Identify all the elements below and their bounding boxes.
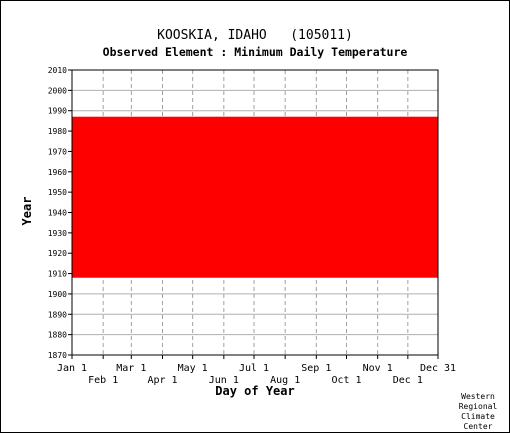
x-axis-label: Day of Year bbox=[215, 384, 294, 398]
y-tick-label: 1920 bbox=[48, 249, 67, 258]
y-tick-label: 1900 bbox=[48, 290, 67, 299]
credit-line: Regional bbox=[459, 402, 498, 411]
x-tick-label: Jun 1 bbox=[209, 375, 239, 386]
y-tick-label: 1890 bbox=[48, 310, 67, 319]
plot-area: 1870 1880 1890 1900 1910 1920 1930 1940 1950 1960… bbox=[48, 66, 456, 386]
data-region bbox=[72, 116, 438, 278]
y-tick-label: 1930 bbox=[48, 229, 67, 238]
chart-subtitle: Observed Element : Minimum Daily Tempera… bbox=[103, 45, 408, 59]
x-tick-label: Aug 1 bbox=[270, 375, 300, 386]
y-tick-label: 1970 bbox=[48, 147, 67, 156]
y-tick-label: 1880 bbox=[48, 331, 67, 340]
credit-line: Center bbox=[464, 422, 493, 431]
y-tick-label: 2010 bbox=[48, 66, 67, 75]
x-tick-label: May 1 bbox=[178, 363, 208, 374]
y-tick-label: 1950 bbox=[48, 188, 67, 197]
y-tick-label: 1990 bbox=[48, 107, 67, 116]
y-tick-label: 1940 bbox=[48, 209, 67, 218]
y-tick-label: 1960 bbox=[48, 168, 67, 177]
y-tick-label: 1870 bbox=[48, 351, 67, 360]
x-tick-label: Sep 1 bbox=[301, 363, 331, 374]
x-tick-label: Feb 1 bbox=[88, 375, 118, 386]
credit-text: Western Regional Climate Center bbox=[459, 392, 498, 431]
credit-line: Climate bbox=[461, 412, 495, 421]
x-tick-label: Apr 1 bbox=[147, 375, 177, 386]
x-tick-label: Dec 1 bbox=[393, 375, 423, 386]
y-tick-label: 1980 bbox=[48, 127, 67, 136]
x-tick-label: Dec 31 bbox=[420, 363, 456, 374]
chart-title: KOOSKIA, IDAHO (105011) bbox=[157, 28, 353, 43]
x-tick-label: Jan 1 bbox=[57, 363, 87, 374]
x-tick-label: Jul 1 bbox=[239, 363, 269, 374]
y-tick-label: 1910 bbox=[48, 270, 67, 279]
y-axis-label: Year bbox=[20, 197, 34, 226]
x-tick-label: Mar 1 bbox=[116, 363, 146, 374]
x-tick-label: Nov 1 bbox=[363, 363, 393, 374]
x-tick-label: Oct 1 bbox=[331, 375, 361, 386]
credit-line: Western bbox=[461, 392, 495, 401]
y-tick-label: 2000 bbox=[48, 86, 67, 95]
